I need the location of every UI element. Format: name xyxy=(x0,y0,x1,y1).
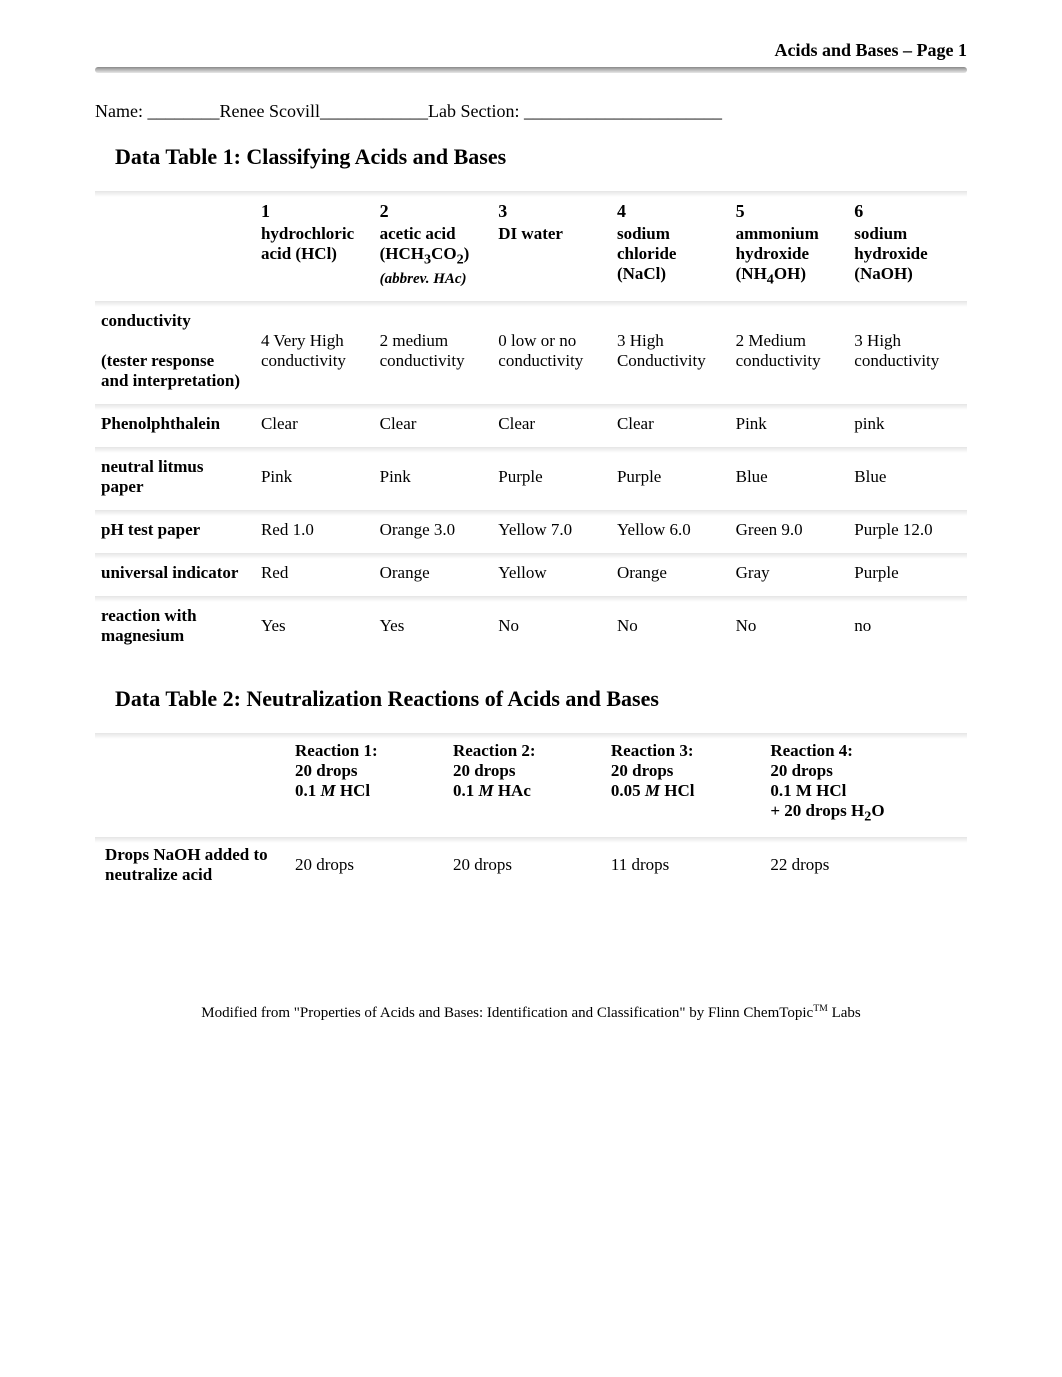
table1-corner xyxy=(95,188,255,298)
row-label: pH test paper xyxy=(95,507,255,550)
table2-corner xyxy=(95,730,285,833)
table1-title: Data Table 1: Classifying Acids and Base… xyxy=(115,144,967,170)
table1-col-2-header: 2 acetic acid (HCH3CO2) (abbrev. HAc) xyxy=(374,188,493,298)
table-cell: Purple xyxy=(848,550,967,593)
data-table-2: Reaction 1:20 drops0.1 M HCl Reaction 2:… xyxy=(95,730,967,892)
name-underline: ____________ xyxy=(320,101,428,121)
col-num: 5 xyxy=(736,201,843,222)
footer-text: Modified from "Properties of Acids and B… xyxy=(95,1003,967,1022)
table-cell: Clear xyxy=(374,401,493,444)
row-label: reaction with magnesium xyxy=(95,593,255,656)
table-cell: No xyxy=(611,593,730,656)
table-cell: Orange xyxy=(374,550,493,593)
table-cell: Yellow 6.0 xyxy=(611,507,730,550)
col-abbrev: (abbrev. HAc) xyxy=(380,271,467,287)
table-cell: Clear xyxy=(492,401,611,444)
table-cell: 20 drops xyxy=(285,834,443,893)
table1-col-6-header: 6 sodium hydroxide (NaOH) xyxy=(848,188,967,298)
table-cell: 2 Medium conductivity xyxy=(730,298,849,401)
table-cell: Red 1.0 xyxy=(255,507,374,550)
table2-col-4-header: Reaction 4:20 drops0.1 M HCl+ 20 drops H… xyxy=(760,730,967,833)
col-name: DI water xyxy=(498,224,605,244)
table-row: PhenolphthaleinClearClearClearClearPinkp… xyxy=(95,401,967,444)
table-row: Drops NaOH added to neutralize acid20 dr… xyxy=(95,834,967,893)
table-cell: Blue xyxy=(730,444,849,507)
table1-col-4-header: 4 sodium chloride (NaCl) xyxy=(611,188,730,298)
table2-header-row: Reaction 1:20 drops0.1 M HCl Reaction 2:… xyxy=(95,730,967,833)
table-cell: Purple 12.0 xyxy=(848,507,967,550)
table-row: neutral litmus paperPinkPinkPurplePurple… xyxy=(95,444,967,507)
table-row: pH test paperRed 1.0Orange 3.0Yellow 7.0… xyxy=(95,507,967,550)
table-cell: 3 High Conductivity xyxy=(611,298,730,401)
table-cell: 4 Very High conductivity xyxy=(255,298,374,401)
row-label: Drops NaOH added to neutralize acid xyxy=(95,834,285,893)
table2-col-1-header: Reaction 1:20 drops0.1 M HCl xyxy=(285,730,443,833)
col-name: hydrochloric acid (HCl) xyxy=(261,224,368,264)
table2-col-2-header: Reaction 2:20 drops0.1 M HAc xyxy=(443,730,601,833)
table-row: reaction with magnesiumYesYesNoNoNono xyxy=(95,593,967,656)
table-cell: pink xyxy=(848,401,967,444)
table-cell: Clear xyxy=(255,401,374,444)
table-cell: Pink xyxy=(255,444,374,507)
name-value: Renee Scovill xyxy=(219,101,319,121)
table-cell: Yellow xyxy=(492,550,611,593)
table-cell: Purple xyxy=(611,444,730,507)
data-table-1: 1 hydrochloric acid (HCl) 2 acetic acid … xyxy=(95,188,967,656)
row-label: conductivity(tester response and interpr… xyxy=(95,298,255,401)
table-cell: Yellow 7.0 xyxy=(492,507,611,550)
table-cell: Yes xyxy=(374,593,493,656)
table-cell: 22 drops xyxy=(760,834,967,893)
table-cell: Pink xyxy=(374,444,493,507)
col-num: 4 xyxy=(617,201,724,222)
table-cell: Orange 3.0 xyxy=(374,507,493,550)
name-label: Name: ________ xyxy=(95,101,219,121)
table-cell: Purple xyxy=(492,444,611,507)
table-cell: 11 drops xyxy=(601,834,760,893)
col-name: sodium hydroxide (NaOH) xyxy=(854,224,961,284)
table1-body: conductivity(tester response and interpr… xyxy=(95,298,967,656)
col-num: 2 xyxy=(380,201,487,222)
table-row: universal indicatorRedOrangeYellowOrange… xyxy=(95,550,967,593)
table-cell: Orange xyxy=(611,550,730,593)
table-cell: 20 drops xyxy=(443,834,601,893)
lab-section-label: Lab Section: ______________________ xyxy=(428,101,722,121)
table-cell: 3 High conductivity xyxy=(848,298,967,401)
table-row: conductivity(tester response and interpr… xyxy=(95,298,967,401)
header-right: Acids and Bases – Page 1 xyxy=(95,40,967,61)
table1-col-5-header: 5 ammonium hydroxide (NH4OH) xyxy=(730,188,849,298)
col-name: sodium chloride (NaCl) xyxy=(617,224,724,284)
table2-title: Data Table 2: Neutralization Reactions o… xyxy=(115,686,967,712)
name-line: Name: ________Renee Scovill____________L… xyxy=(95,101,967,122)
table2-body: Drops NaOH added to neutralize acid20 dr… xyxy=(95,834,967,893)
table2-col-3-header: Reaction 3:20 drops0.05 M HCl xyxy=(601,730,760,833)
table1-col-1-header: 1 hydrochloric acid (HCl) xyxy=(255,188,374,298)
row-label: Phenolphthalein xyxy=(95,401,255,444)
header-divider xyxy=(95,67,967,73)
table1-header-row: 1 hydrochloric acid (HCl) 2 acetic acid … xyxy=(95,188,967,298)
table-cell: No xyxy=(492,593,611,656)
row-label: universal indicator xyxy=(95,550,255,593)
table1-col-3-header: 3 DI water xyxy=(492,188,611,298)
table-cell: Clear xyxy=(611,401,730,444)
col-num: 3 xyxy=(498,201,605,222)
table-cell: Blue xyxy=(848,444,967,507)
col-num: 1 xyxy=(261,201,368,222)
col-name: ammonium hydroxide (NH4OH) xyxy=(736,224,843,288)
col-num: 6 xyxy=(854,201,961,222)
table-cell: Yes xyxy=(255,593,374,656)
table-cell: no xyxy=(848,593,967,656)
table-cell: Gray xyxy=(730,550,849,593)
table-cell: Green 9.0 xyxy=(730,507,849,550)
table-cell: No xyxy=(730,593,849,656)
table-cell: 2 medium conductivity xyxy=(374,298,493,401)
table-cell: Pink xyxy=(730,401,849,444)
row-label: neutral litmus paper xyxy=(95,444,255,507)
table-cell: 0 low or no conductivity xyxy=(492,298,611,401)
col-name: acetic acid (HCH3CO2) xyxy=(380,224,487,268)
table-cell: Red xyxy=(255,550,374,593)
